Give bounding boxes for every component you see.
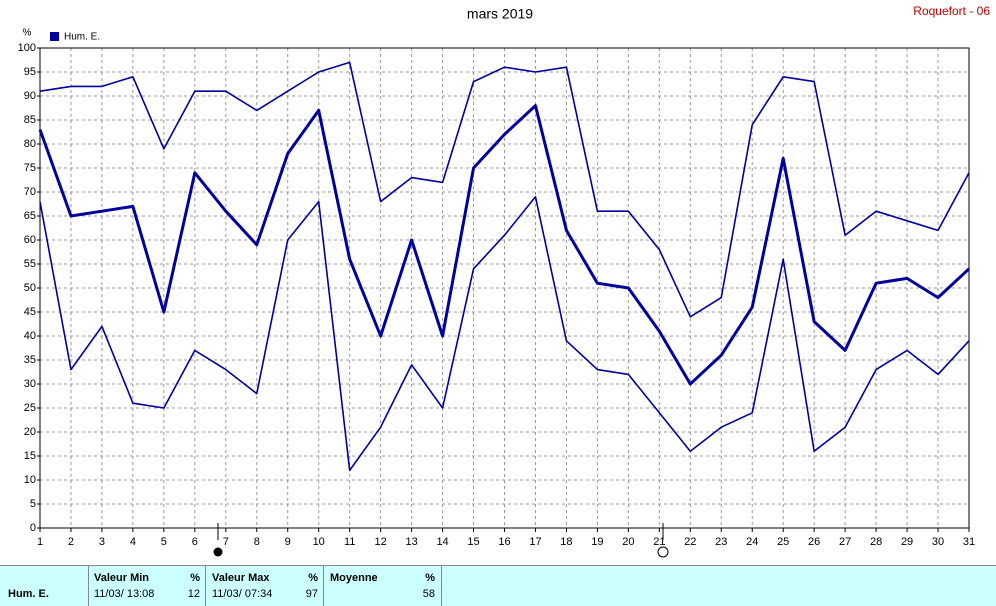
cell: Moyenne % 58	[323, 566, 442, 606]
series-line	[39, 61, 970, 318]
x-tick-label: 10	[313, 536, 325, 548]
chart: mars 2019 Roquefort - 06 % 0510152025303…	[18, 4, 990, 558]
y-tick-label: 5	[30, 498, 36, 510]
x-tick-label: 21	[653, 536, 665, 548]
x-tick-label: 19	[591, 536, 603, 548]
col-date: 11/03/ 13:08	[94, 588, 155, 600]
y-tick-label: 70	[24, 186, 36, 198]
y-tick-label: 0	[30, 522, 36, 534]
x-tick-label: 15	[467, 536, 479, 548]
col-unit: %	[190, 572, 200, 584]
x-tick-label: 8	[254, 536, 260, 548]
x-tick-label: 22	[684, 536, 696, 548]
y-tick-label: 65	[24, 210, 36, 222]
series-line	[38, 104, 971, 386]
col-date: 11/03/ 07:34	[212, 588, 273, 600]
x-tick-label: 4	[130, 536, 136, 548]
x-tick-label: 20	[622, 536, 634, 548]
y-tick-label: 20	[24, 426, 36, 438]
col-title: Moyenne	[330, 572, 378, 584]
x-tick-label: 3	[99, 536, 105, 548]
x-tick-label: 17	[529, 536, 541, 548]
y-tick-label: 90	[24, 90, 36, 102]
y-axis-label: %	[23, 28, 32, 39]
y-tick-label: 10	[24, 474, 36, 486]
y-tick-label: 80	[24, 138, 36, 150]
legend-swatch	[50, 32, 59, 41]
x-tick-label: 12	[375, 536, 387, 548]
cell: Valeur Max % 11/03/ 07:34 97	[205, 566, 324, 606]
x-tick-label: 9	[285, 536, 291, 548]
cell: Valeur Min % 11/03/ 13:08 12	[88, 566, 206, 606]
row-label: Hum. E.	[8, 588, 49, 600]
col-unit: %	[425, 572, 435, 584]
y-tick-label: 15	[24, 450, 36, 462]
station: Roquefort - 06	[913, 4, 990, 18]
col-unit: %	[308, 572, 318, 584]
plot-frame	[39, 47, 970, 529]
summary-table: Hum. E. Valeur Min % 11/03/ 13:08 12 Val…	[0, 565, 996, 606]
x-tick-label: 1	[37, 536, 43, 548]
moon-icon	[213, 547, 223, 557]
series-line	[39, 196, 970, 472]
y-tick-label: 30	[24, 378, 36, 390]
x-tick-label: 2	[68, 536, 74, 548]
x-tick-label: 16	[498, 536, 510, 548]
legend-label: Hum. E.	[64, 32, 100, 43]
y-tick-label: 50	[24, 282, 36, 294]
x-tick-label: 29	[901, 536, 913, 548]
col-title: Valeur Min	[94, 572, 150, 584]
x-tick-label: 7	[223, 536, 229, 548]
y-tick-label: 85	[24, 114, 36, 126]
x-tick-label: 28	[870, 536, 882, 548]
x-tick-label: 23	[715, 536, 727, 548]
y-tick-label: 55	[24, 258, 36, 270]
y-tick-label: 40	[24, 330, 36, 342]
x-tick-label: 11	[344, 536, 355, 548]
moon-icon	[657, 546, 669, 558]
y-tick-label: 75	[24, 162, 36, 174]
col-title: Valeur Max	[212, 572, 270, 584]
y-tick-label: 25	[24, 402, 36, 414]
col-value: 97	[305, 588, 318, 600]
y-tick-label: 45	[24, 306, 36, 318]
y-tick-label: 35	[24, 354, 36, 366]
x-tick-label: 24	[746, 536, 758, 548]
x-tick-label: 14	[436, 536, 448, 548]
x-tick-label: 31	[963, 536, 975, 548]
col-value: 58	[422, 588, 435, 600]
y-tick-label: 95	[24, 66, 36, 78]
x-tick-label: 5	[161, 536, 167, 548]
x-tick-label: 26	[808, 536, 820, 548]
chart-title: mars 2019	[467, 6, 533, 22]
y-tick-label: 60	[24, 234, 36, 246]
y-tick-label: 100	[18, 42, 36, 54]
x-tick-label: 18	[560, 536, 572, 548]
x-tick-label: 25	[777, 536, 789, 548]
x-tick-label: 30	[932, 536, 944, 548]
x-tick-label: 27	[839, 536, 851, 548]
x-tick-label: 6	[192, 536, 198, 548]
x-tick-label: 13	[405, 536, 417, 548]
col-value: 12	[187, 588, 200, 600]
